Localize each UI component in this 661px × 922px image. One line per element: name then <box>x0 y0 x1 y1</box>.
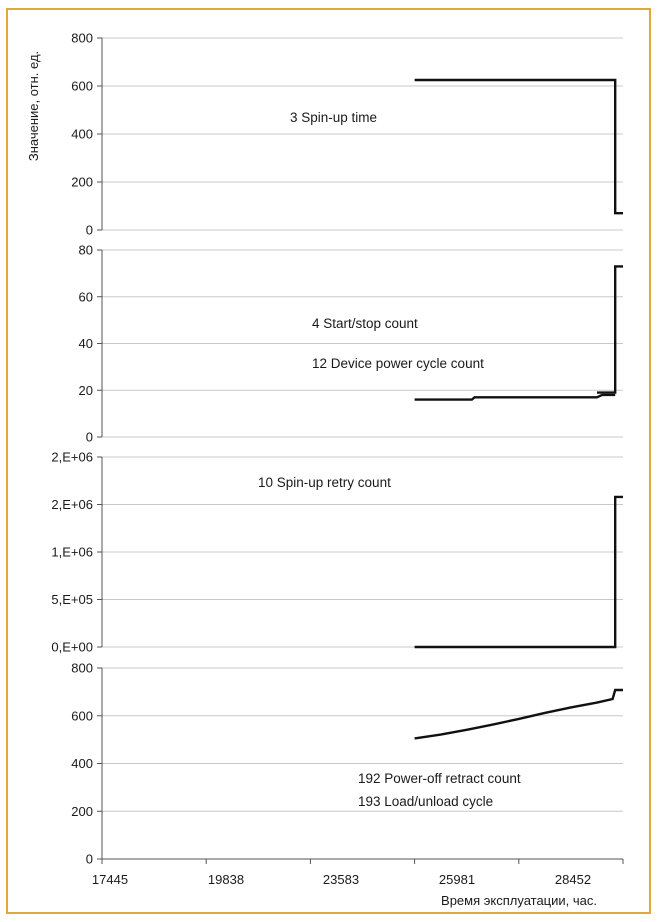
y-tick-label: 80 <box>79 243 93 258</box>
chart-panel-3: 0,E+00 5,E+05 1,E+06 2,E+06 2,E+06 <box>51 450 623 655</box>
chart-panel-2: 0 20 40 60 80 <box>79 243 623 445</box>
series-line <box>414 688 623 740</box>
y-tick-label: 400 <box>71 127 93 142</box>
annotation-label: 10 Spin-up retry count <box>258 475 391 490</box>
y-tick-label: 200 <box>71 175 93 190</box>
series-line <box>414 78 623 215</box>
y-tick-label: 0,E+00 <box>51 640 93 655</box>
y-tick-label: 800 <box>71 31 93 46</box>
y-tick-label: 0 <box>86 852 93 867</box>
x-tick-label: 17445 <box>92 872 128 887</box>
y-tick-label: 5,E+05 <box>51 592 93 607</box>
chart-svg: 0 200 400 600 800 0 20 40 60 80 0,E+00 5,E+05 1,E+06… <box>26 31 624 908</box>
x-axis-label: Время эксплуатации, час. <box>441 893 597 908</box>
annotation-label: 4 Start/stop count <box>312 316 418 331</box>
series-line <box>414 393 616 401</box>
y-tick-label: 1,E+06 <box>51 545 93 560</box>
series-line <box>597 265 623 394</box>
annotation-label: 12 Device power cycle count <box>312 356 484 371</box>
annotation-label: 192 Power-off retract count <box>358 771 521 786</box>
chart-frame: 0 200 400 600 800 0 20 40 60 80 0,E+00 5,E+05 1,E+06… <box>6 8 651 914</box>
y-tick-label: 600 <box>71 79 93 94</box>
y-tick-label: 800 <box>71 661 93 676</box>
y-tick-label: 0 <box>86 430 93 445</box>
y-tick-label: 60 <box>79 289 93 304</box>
x-tick-label: 28452 <box>555 872 591 887</box>
x-tick-label: 19838 <box>208 872 244 887</box>
y-tick-label: 2,E+06 <box>51 450 93 465</box>
y-tick-label: 600 <box>71 708 93 723</box>
chart-panel-4: 0 200 400 600 800 <box>71 661 624 867</box>
x-tick-label: 23583 <box>323 872 359 887</box>
y-axis-label: Значение, отн. ед. <box>26 51 41 161</box>
annotation-label: 193 Load/unload cycle <box>358 794 493 809</box>
y-tick-label: 0 <box>86 223 93 238</box>
y-tick-label: 2,E+06 <box>51 497 93 512</box>
y-tick-label: 20 <box>79 383 93 398</box>
annotation-label: 3 Spin-up time <box>290 110 377 125</box>
y-tick-label: 40 <box>79 336 93 351</box>
series-line <box>414 495 623 649</box>
y-tick-label: 400 <box>71 756 93 771</box>
chart-panel-1: 0 200 400 600 800 <box>71 31 623 238</box>
x-tick-label: 25981 <box>439 872 475 887</box>
y-tick-label: 200 <box>71 804 93 819</box>
